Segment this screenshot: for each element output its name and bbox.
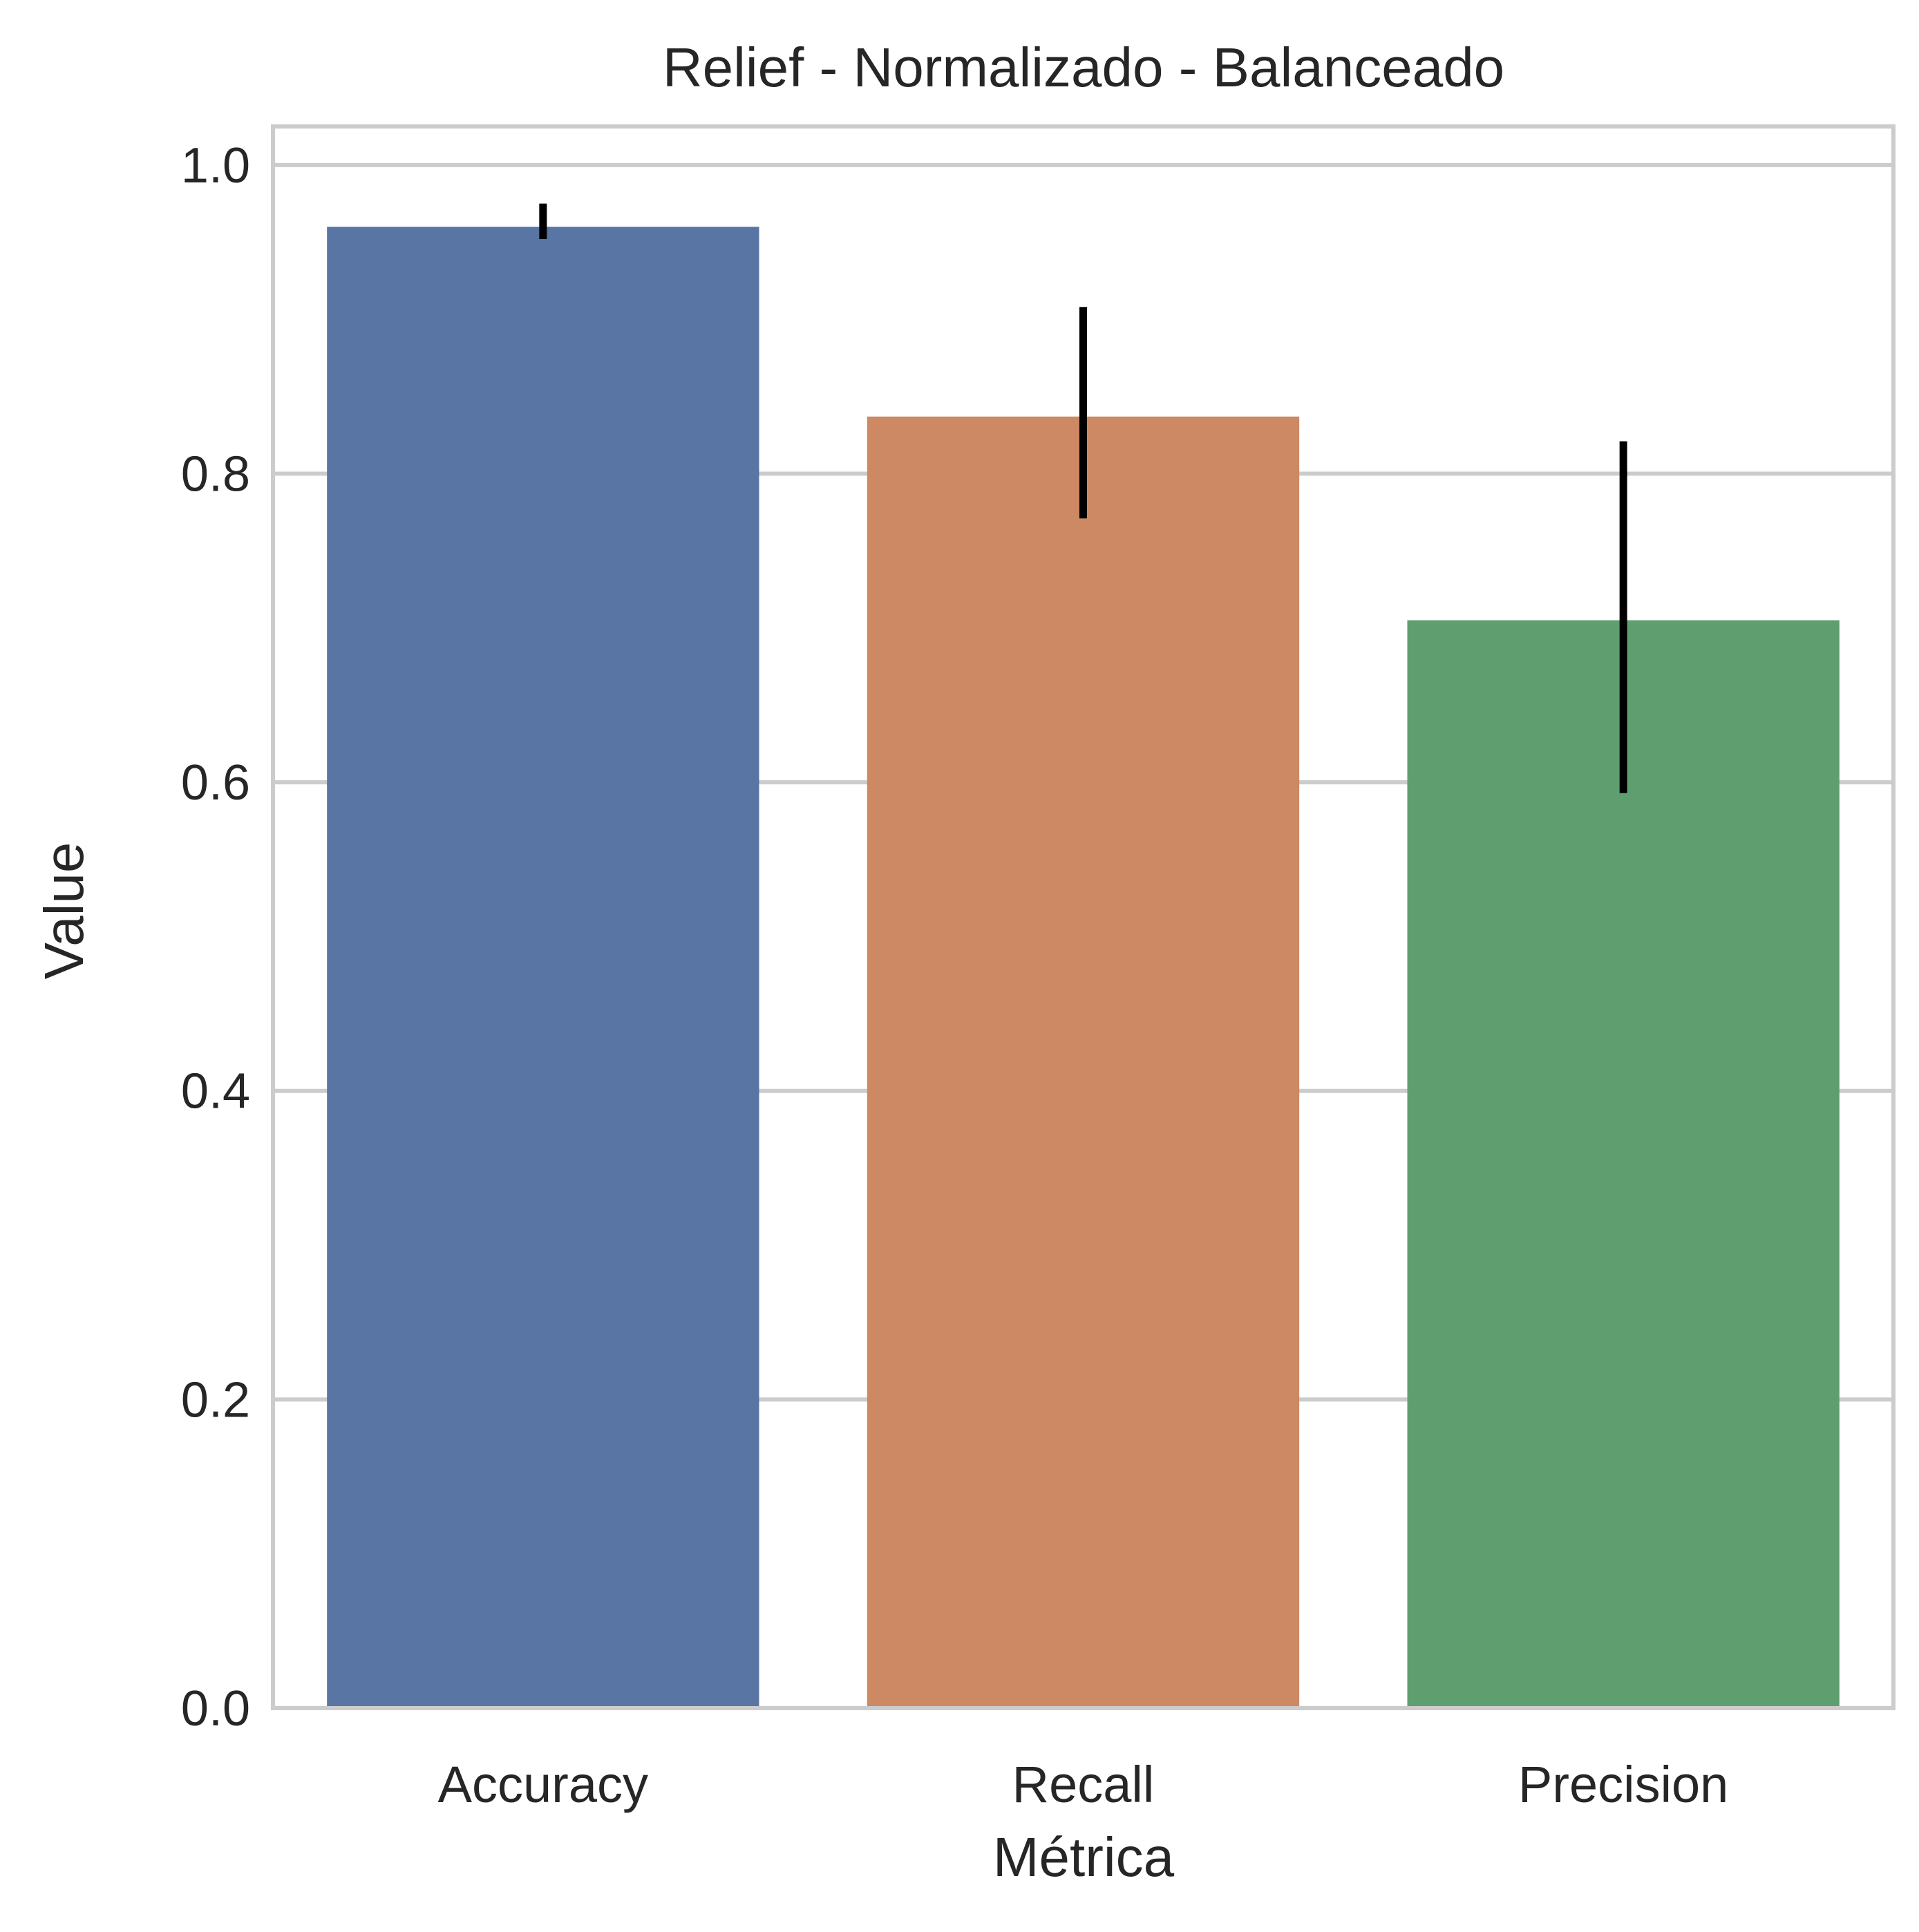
error-bars [539, 203, 1627, 793]
y-tick-label: 0.6 [181, 755, 250, 811]
bar-precision [1407, 620, 1840, 1708]
x-tick-label: Recall [1012, 1756, 1155, 1813]
x-tick-labels: Accuracy Recall Precision [438, 1756, 1729, 1813]
y-tick-label: 0.0 [181, 1681, 250, 1736]
bar-recall [867, 416, 1300, 1708]
x-tick-label: Precision [1518, 1756, 1728, 1813]
y-tick-label: 0.4 [181, 1064, 250, 1119]
y-tick-label: 1.0 [181, 138, 250, 193]
bars [327, 227, 1840, 1709]
plot-frame [271, 124, 1896, 1710]
bar-accuracy [327, 227, 759, 1709]
x-axis-label: Métrica [993, 1826, 1175, 1888]
chart-title: Relief - Normalizado - Balanceado [663, 37, 1504, 98]
y-tick-label: 0.2 [181, 1372, 250, 1428]
y-tick-labels: 0.0 0.2 0.4 0.6 0.8 1.0 [181, 138, 250, 1736]
y-tick-label: 0.8 [181, 446, 250, 502]
y-axis-label: Value [33, 842, 95, 980]
x-tick-label: Accuracy [438, 1756, 648, 1813]
